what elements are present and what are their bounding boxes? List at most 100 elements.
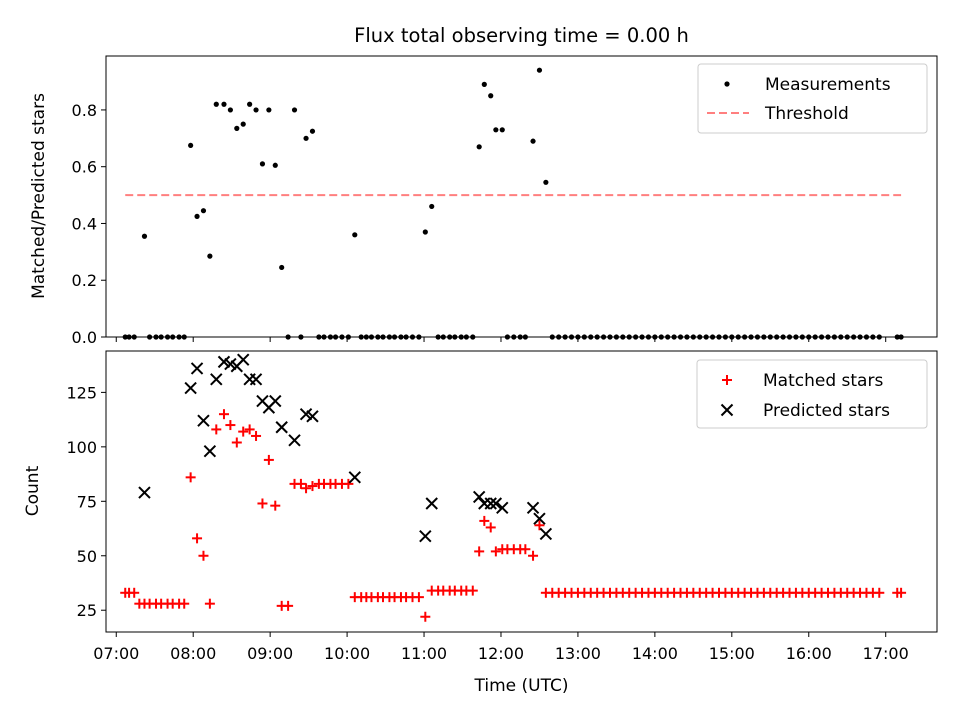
measurement-point <box>894 334 900 340</box>
matched-star-point <box>244 424 255 435</box>
matched-star-point <box>192 533 203 544</box>
measurement-point <box>581 334 587 340</box>
predicted-star-point <box>484 497 497 510</box>
x-tick-label: 12:00 <box>478 644 524 663</box>
measurement-point <box>435 334 441 340</box>
measurement-point <box>368 334 375 340</box>
predicted-star-point <box>539 527 553 541</box>
measurement-point <box>543 179 549 185</box>
measurement-point <box>147 334 153 340</box>
measurement-point <box>722 334 729 340</box>
measurement-point <box>429 203 435 210</box>
predicted-star-point <box>425 497 438 510</box>
bottom-y-tick-label: 50 <box>77 547 97 566</box>
matched-star-point <box>307 481 318 492</box>
legend-threshold-label: Threshold <box>764 104 849 124</box>
measurement-point <box>488 93 494 99</box>
measurement-point <box>126 334 132 340</box>
x-tick-label: 07:00 <box>93 644 139 663</box>
legend-measurements-label: Measurements <box>765 75 891 95</box>
predicted-star-point <box>269 394 282 408</box>
predicted-star-point <box>533 512 546 525</box>
top-y-tick-label: 0.4 <box>72 214 97 233</box>
legend-measurements-marker <box>724 81 730 87</box>
bottom-y-tick-label: 125 <box>66 383 97 402</box>
matched-star-point <box>129 587 140 598</box>
measurement-point <box>690 334 696 340</box>
measurement-point <box>158 334 164 340</box>
measurement-point <box>652 334 658 340</box>
top-legend: Measurements Threshold <box>697 63 928 134</box>
measurement-point <box>799 334 805 340</box>
measurement-point <box>352 232 358 238</box>
measurement-point <box>831 334 838 340</box>
measurement-point <box>452 334 458 340</box>
matched-star-point <box>528 550 539 561</box>
measurement-point <box>213 101 219 107</box>
matched-star-point <box>295 478 306 489</box>
measurement-point <box>620 334 626 340</box>
measurement-point <box>793 334 799 340</box>
matched-star-point <box>263 454 274 465</box>
x-tick-label: 15:00 <box>709 644 755 663</box>
measurement-point <box>517 334 523 340</box>
measurement-point <box>188 142 194 149</box>
measurement-point <box>511 334 517 340</box>
legend-predicted-marker <box>720 403 734 417</box>
measurement-point <box>234 125 240 131</box>
measurement-point <box>339 334 345 340</box>
matched-star-point <box>251 430 262 441</box>
measurement-point <box>476 144 482 150</box>
measurement-point <box>697 334 703 340</box>
predicted-star-point <box>275 421 288 434</box>
measurement-point <box>200 208 207 214</box>
measurement-point <box>272 162 278 168</box>
measurement-point <box>716 334 722 340</box>
bottom-y-tick-label: 25 <box>77 601 97 620</box>
measurement-point <box>786 334 793 340</box>
top-y-tick-label: 0.0 <box>72 328 97 347</box>
matched-star-point <box>211 424 222 435</box>
measurement-point <box>321 334 327 340</box>
predicted-star-point <box>496 501 509 515</box>
measurement-point <box>588 334 594 340</box>
measurement-point <box>863 334 870 340</box>
measurement-point <box>181 334 187 340</box>
matched-star-point <box>179 598 190 609</box>
measurement-point <box>463 334 469 340</box>
measurement-point <box>386 334 393 340</box>
measurement-point <box>332 334 339 340</box>
measurement-point <box>767 334 773 340</box>
measurement-point <box>806 334 812 340</box>
measurement-point <box>626 334 632 340</box>
legend-matched-label: Matched stars <box>763 371 883 391</box>
x-tick-label: 08:00 <box>170 644 216 663</box>
predicted-star-point <box>306 410 319 423</box>
matched-star-point <box>257 498 268 509</box>
measurement-point <box>240 121 246 127</box>
x-tick-label: 17:00 <box>863 644 909 663</box>
matched-star-point <box>874 587 885 598</box>
matched-star-point <box>534 520 545 531</box>
measurement-point <box>870 334 876 340</box>
measurement-point <box>327 334 334 340</box>
measurement-point <box>447 334 453 340</box>
x-tick-label: 14:00 <box>632 644 678 663</box>
measurement-point <box>677 334 684 340</box>
measurement-points <box>122 67 904 340</box>
measurement-point <box>600 334 607 340</box>
measurement-point <box>645 334 652 340</box>
measurement-point <box>671 334 677 340</box>
measurement-point <box>812 334 818 340</box>
measurement-point <box>358 334 364 340</box>
measurement-point <box>164 334 171 340</box>
measurement-point <box>735 334 741 340</box>
measurement-point <box>898 334 904 340</box>
matched-star-point <box>413 592 424 603</box>
measurement-point <box>122 334 128 340</box>
matched-star-point <box>467 585 478 596</box>
matched-star-point <box>420 611 431 622</box>
measurement-point <box>536 67 543 73</box>
bottom-y-tick-label: 100 <box>66 438 97 457</box>
matched-star-point <box>204 598 215 609</box>
